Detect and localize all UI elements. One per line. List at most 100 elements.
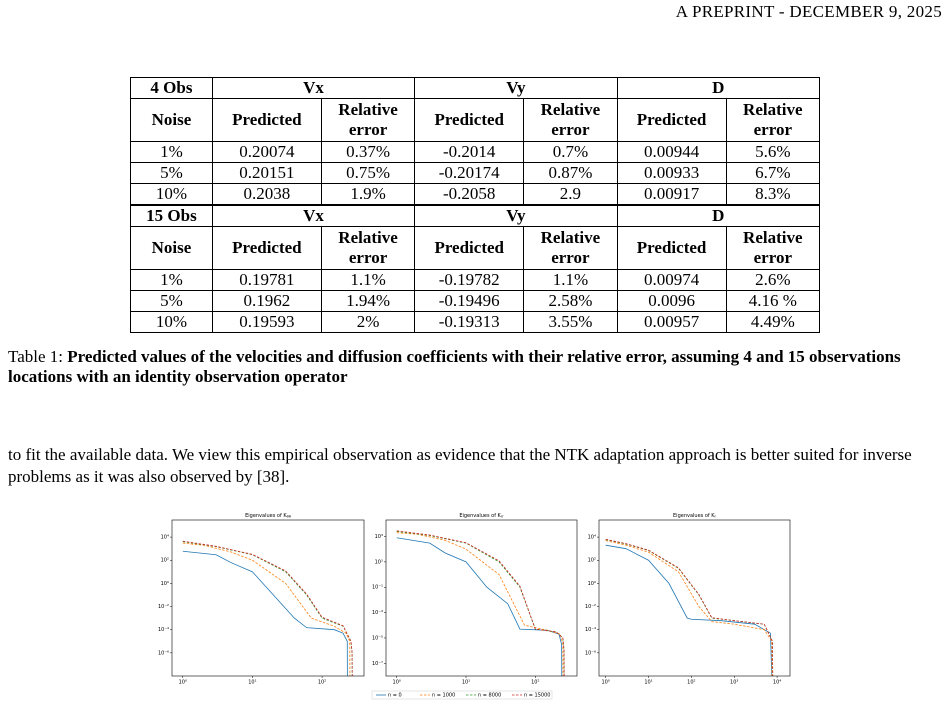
table-cell: 6.7% xyxy=(725,162,821,184)
obs-label: 4 Obs xyxy=(130,77,213,99)
y-tick-label: 10² xyxy=(161,558,169,564)
legend-frame xyxy=(371,690,553,700)
table-cell: 4.49% xyxy=(725,311,821,333)
table-row: 1% 0.20074 0.37% -0.2014 0.7% 0.00944 5.6% xyxy=(130,141,821,163)
eigen-curve xyxy=(396,531,565,676)
column-header: Predicted xyxy=(414,98,525,142)
table-cell: 0.20074 xyxy=(211,141,322,163)
y-tick-label: 10⁻⁷ xyxy=(372,661,383,667)
x-tick-label: 10⁰ xyxy=(601,680,609,686)
y-tick-label: 10⁴ xyxy=(588,535,596,541)
eigen-curve xyxy=(396,530,565,676)
x-tick-label: 10² xyxy=(687,680,695,686)
eigen-curve xyxy=(605,544,773,676)
table-cell: 0.00933 xyxy=(616,162,727,184)
table-row: 10% 0.2038 1.9% -0.2058 2.9 0.00917 8.3% xyxy=(130,183,821,206)
eigen-curve xyxy=(396,532,564,676)
chart-title: Eigenvalues of Kr xyxy=(673,513,717,519)
table-cell: 0.0096 xyxy=(616,290,727,312)
column-header: Relative error xyxy=(725,226,821,270)
caption-text: Predicted values of the velocities and d… xyxy=(8,347,901,386)
y-tick-label: 10⁻⁶ xyxy=(585,650,596,656)
y-tick-label: 10⁻⁴ xyxy=(158,627,169,633)
column-header: Predicted xyxy=(211,226,322,270)
table-cell: 1.1% xyxy=(523,269,618,291)
chart-title: Eigenvalues of Kθθ xyxy=(245,513,291,519)
x-tick-label: 10⁰ xyxy=(393,680,401,686)
y-tick-label: 10⁴ xyxy=(161,535,169,541)
legend-label: n = 0 xyxy=(388,693,402,699)
table-cell: 1% xyxy=(130,141,213,163)
table-cell: 0.00974 xyxy=(616,269,727,291)
table-cell: 0.00944 xyxy=(616,141,727,163)
group-header: Vx xyxy=(211,77,416,99)
eigen-curve xyxy=(396,537,563,676)
body-text: to fit the available data. We view this … xyxy=(8,445,912,486)
column-header: Relative error xyxy=(725,98,821,142)
chart-title-subscript: θθ xyxy=(287,515,291,519)
table-cell: 5.6% xyxy=(725,141,821,163)
y-tick-label: 10⁻² xyxy=(158,604,169,610)
table-row: 4 Obs Vx Vy D xyxy=(130,77,821,99)
y-tick-label: 10⁻³ xyxy=(372,610,383,616)
group-header: D xyxy=(616,204,821,227)
table-cell: 1.94% xyxy=(320,290,416,312)
group-header: Vy xyxy=(414,77,618,99)
column-header: Relative error xyxy=(320,98,416,142)
table-cell: 0.20151 xyxy=(211,162,322,184)
column-header: Predicted xyxy=(616,98,727,142)
table-row: 15 Obs Vx Vy D xyxy=(130,204,821,227)
table-cell: 1% xyxy=(130,269,213,291)
table-cell: 10% xyxy=(130,311,213,333)
chart-title: Eigenvalues of Krr xyxy=(459,513,504,519)
table-caption: Table 1: Predicted values of the velocit… xyxy=(8,347,948,387)
table-cell: 0.75% xyxy=(320,162,416,184)
x-tick-label: 10⁰ xyxy=(179,680,187,686)
table-cell: -0.19782 xyxy=(414,269,525,291)
caption-label: Table 1: xyxy=(8,347,63,366)
column-header: Relative error xyxy=(320,226,416,270)
eigen-curve xyxy=(182,541,353,676)
chart-title-text: Eigenvalues of K xyxy=(673,513,715,519)
table-cell: 0.00957 xyxy=(616,311,727,333)
table-cell: 5% xyxy=(130,162,213,184)
table-cell: 0.19593 xyxy=(211,311,322,333)
column-header: Noise xyxy=(130,226,213,270)
table-cell: -0.2014 xyxy=(414,141,525,163)
table-row: Noise Predicted Relative error Predicted Rel… xyxy=(130,226,821,270)
table-cell: 2.6% xyxy=(725,269,821,291)
group-header: Vx xyxy=(211,204,416,227)
eigen-curve xyxy=(605,539,774,676)
eigen-curve xyxy=(605,540,773,676)
x-tick-label: 10⁴ xyxy=(773,680,781,686)
table-cell: 0.19781 xyxy=(211,269,322,291)
eigen-curve xyxy=(182,550,348,676)
table-cell: 0.7% xyxy=(523,141,618,163)
table-row: 5% 0.20151 0.75% -0.20174 0.87% 0.00933 6.7% xyxy=(130,162,821,184)
table-cell: 0.87% xyxy=(523,162,618,184)
y-tick-label: 10⁻¹ xyxy=(372,585,383,591)
x-tick-label: 10² xyxy=(318,680,326,686)
table-cell: 2% xyxy=(320,311,416,333)
table-cell: 5% xyxy=(130,290,213,312)
table-cell: 2.58% xyxy=(523,290,618,312)
eigen-curve xyxy=(182,542,351,676)
y-tick-label: 10⁻² xyxy=(585,604,596,610)
chart-title-subscript: rr xyxy=(501,515,504,519)
group-header: D xyxy=(616,77,821,99)
table-cell: -0.19496 xyxy=(414,290,525,312)
table-cell: 10% xyxy=(130,183,213,206)
table-row: 1% 0.19781 1.1% -0.19782 1.1% 0.00974 2.6% xyxy=(130,269,821,291)
y-tick-label: 10¹ xyxy=(375,559,383,565)
x-tick-label: 10³ xyxy=(730,680,738,686)
column-header: Relative error xyxy=(523,98,618,142)
chart-title-text: Eigenvalues of K xyxy=(459,513,501,519)
table-cell: 2.9 xyxy=(523,183,618,206)
y-tick-label: 10⁻⁶ xyxy=(158,650,169,656)
x-tick-label: 10¹ xyxy=(644,680,652,686)
table-cell: -0.20174 xyxy=(414,162,525,184)
table-cell: 0.37% xyxy=(320,141,416,163)
x-tick-label: 10¹ xyxy=(462,680,470,686)
